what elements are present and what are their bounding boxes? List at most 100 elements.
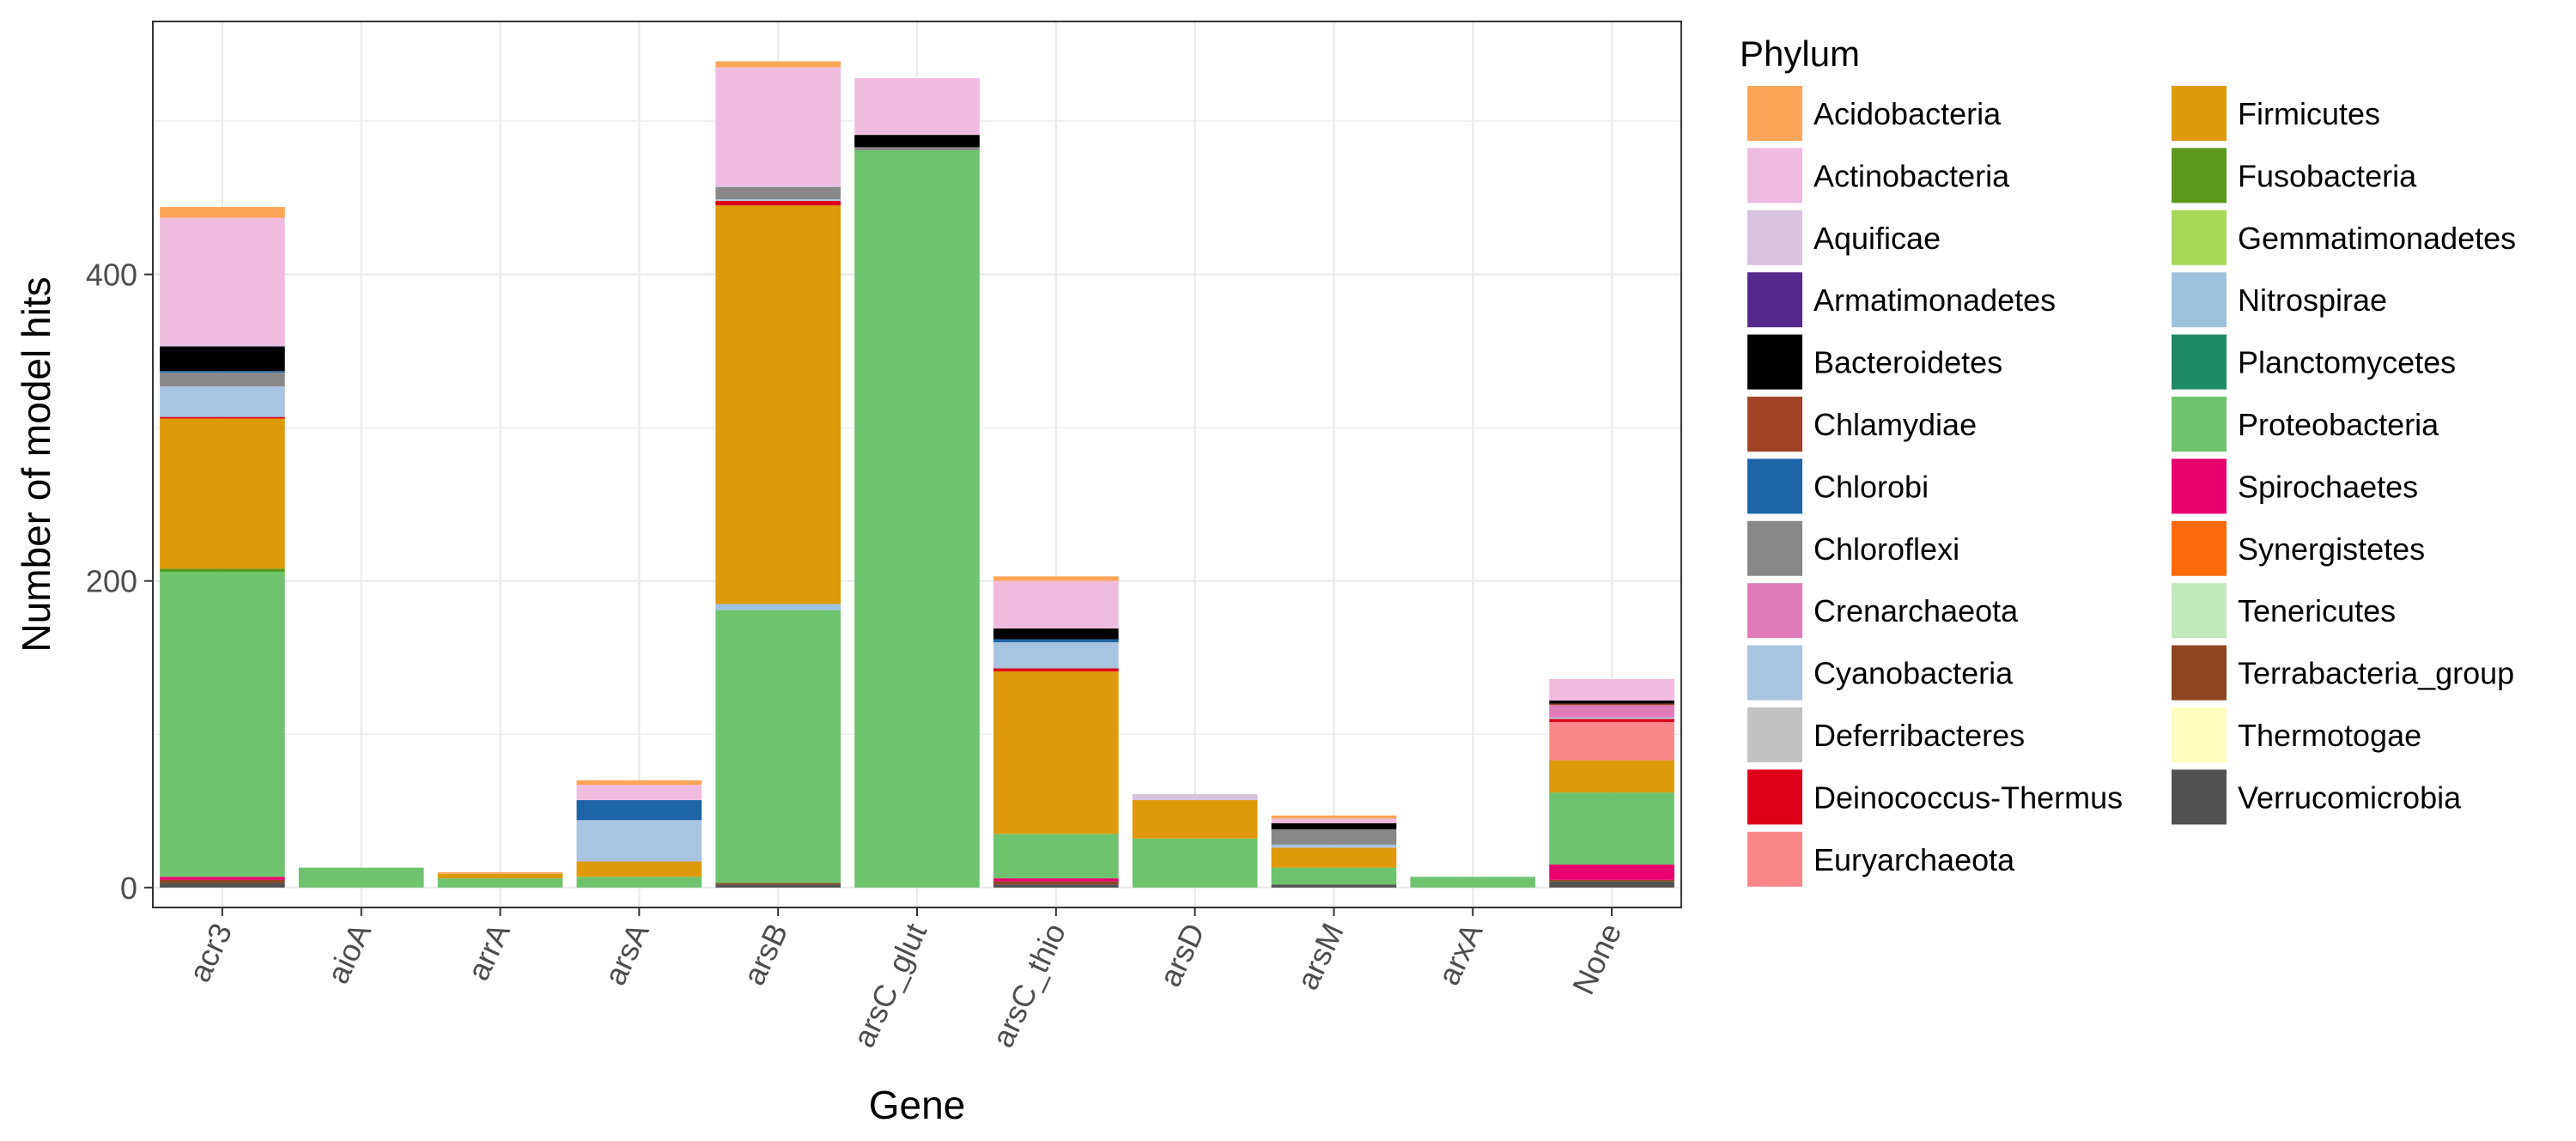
bar-segment	[715, 205, 841, 604]
bar-segment	[437, 871, 563, 874]
legend-label: Actinobacteria	[1814, 158, 2010, 193]
bars	[160, 61, 1674, 888]
x-tick-label: acr3	[181, 918, 239, 987]
bar-segment	[1549, 719, 1674, 722]
bar-segment	[715, 185, 841, 187]
bar-segment	[1549, 703, 1674, 706]
legend-key	[1746, 829, 1804, 889]
legend-key	[2170, 84, 2228, 143]
legend-label: Tenericutes	[2238, 593, 2396, 628]
legend-label: Cyanobacteria	[1814, 656, 2014, 691]
bar-segment	[993, 878, 1119, 882]
bar-segment	[160, 879, 285, 883]
bar-segment	[1132, 793, 1258, 801]
bar-segment	[854, 149, 980, 888]
legend-label: Thermotogae	[2238, 718, 2421, 753]
bar-segment	[576, 800, 702, 821]
bar-segment	[993, 881, 1119, 885]
legend-key	[1746, 395, 1804, 453]
legend-label: Bacteroidetes	[1814, 345, 2002, 380]
y-axis-title: Number of model hits	[14, 276, 58, 652]
legend-key	[2170, 332, 2228, 391]
bar-segment	[1271, 847, 1397, 868]
legend-label: Firmicutes	[2238, 96, 2380, 131]
legend: Phylum Acidobacteria Actinobacteria Aquifi…	[1740, 33, 2516, 889]
bar-segment	[1271, 884, 1397, 888]
bar-segment	[715, 199, 841, 201]
bar-segment	[160, 217, 285, 345]
legend-label: Terrabacteria_group	[2238, 656, 2514, 691]
legend-label: Chlamydiae	[1814, 407, 1977, 442]
bar-segment	[854, 78, 980, 136]
y-tick-label: 400	[86, 258, 137, 293]
legend-label: Chlorobi	[1814, 469, 1929, 504]
bar-segment	[715, 883, 841, 885]
legend-label: Euryarchaeota	[1814, 842, 2015, 877]
legend-key	[2170, 581, 2228, 640]
y-axis: 0 200 400	[86, 258, 153, 906]
legend-key	[1746, 706, 1804, 764]
bar-segment	[1132, 800, 1258, 839]
legend-key	[2170, 146, 2228, 205]
y-tick-label: 200	[86, 564, 137, 599]
bar-segment	[160, 371, 285, 373]
legend-label: Deferribacteres	[1814, 718, 2025, 753]
bar-segment	[437, 878, 563, 888]
legend-label: Crenarchaeota	[1814, 593, 2019, 628]
bar-segment	[715, 604, 841, 610]
bar-segment	[1410, 877, 1536, 888]
legend-label: Spirochaetes	[2238, 469, 2418, 504]
bar-segment	[715, 200, 841, 206]
bar-segment	[715, 610, 841, 883]
legend-key	[2170, 270, 2228, 330]
bar-segment	[1271, 828, 1397, 845]
bar-segment	[160, 346, 285, 372]
x-tick-label: aioA	[319, 918, 378, 989]
legend-key	[1746, 519, 1804, 578]
bar-segment	[160, 385, 285, 417]
bar-segment	[160, 372, 285, 386]
bar-segment	[854, 147, 980, 150]
legend-label: Fusobacteria	[2238, 158, 2417, 193]
legend-label: Acidobacteria	[1814, 96, 2002, 131]
bar-segment	[1549, 721, 1674, 761]
legend-label: Proteobacteria	[2238, 407, 2439, 442]
bar-segment	[715, 61, 841, 68]
bar-segment	[576, 820, 702, 862]
legend-key	[2170, 706, 2228, 764]
bar-segment	[576, 780, 702, 786]
x-axis-title: Gene	[869, 1083, 966, 1127]
legend-label: Nitrospirae	[2238, 282, 2387, 318]
bar-segment	[1549, 717, 1674, 719]
x-tick-label: arsM	[1290, 918, 1351, 995]
bar-segment	[1549, 881, 1674, 888]
legend-label: Planctomycetes	[2238, 345, 2456, 380]
bar-segment	[715, 884, 841, 888]
legend-key	[2170, 768, 2228, 827]
legend-key	[2170, 208, 2228, 267]
bar-segment	[1271, 844, 1397, 848]
x-axis: acr3 aioA arrA arsA arsB arsC_glut arsC_thio ar…	[181, 907, 1628, 1053]
bar-segment	[993, 642, 1119, 669]
bar-segment	[1271, 867, 1397, 885]
bar-segment	[1549, 879, 1674, 882]
legend-key	[2170, 519, 2228, 578]
bar-segment	[1549, 760, 1674, 793]
legend-label: Gemmatimonadetes	[2238, 221, 2516, 256]
bar-segment	[854, 135, 980, 148]
bar-segment	[160, 344, 285, 347]
bar-segment	[1549, 700, 1674, 704]
legend-key	[1746, 84, 1804, 143]
bar-segment	[993, 576, 1119, 581]
legend-key	[1746, 332, 1804, 391]
legend-key	[1746, 768, 1804, 827]
legend-key	[2170, 395, 2228, 453]
bar-segment	[437, 873, 563, 879]
legend-title: Phylum	[1740, 33, 1860, 74]
y-tick-label: 0	[120, 871, 137, 906]
legend-key	[1746, 146, 1804, 205]
bar-segment	[1549, 678, 1674, 701]
bar-segment	[715, 186, 841, 200]
x-tick-label: arxA	[1431, 918, 1489, 990]
